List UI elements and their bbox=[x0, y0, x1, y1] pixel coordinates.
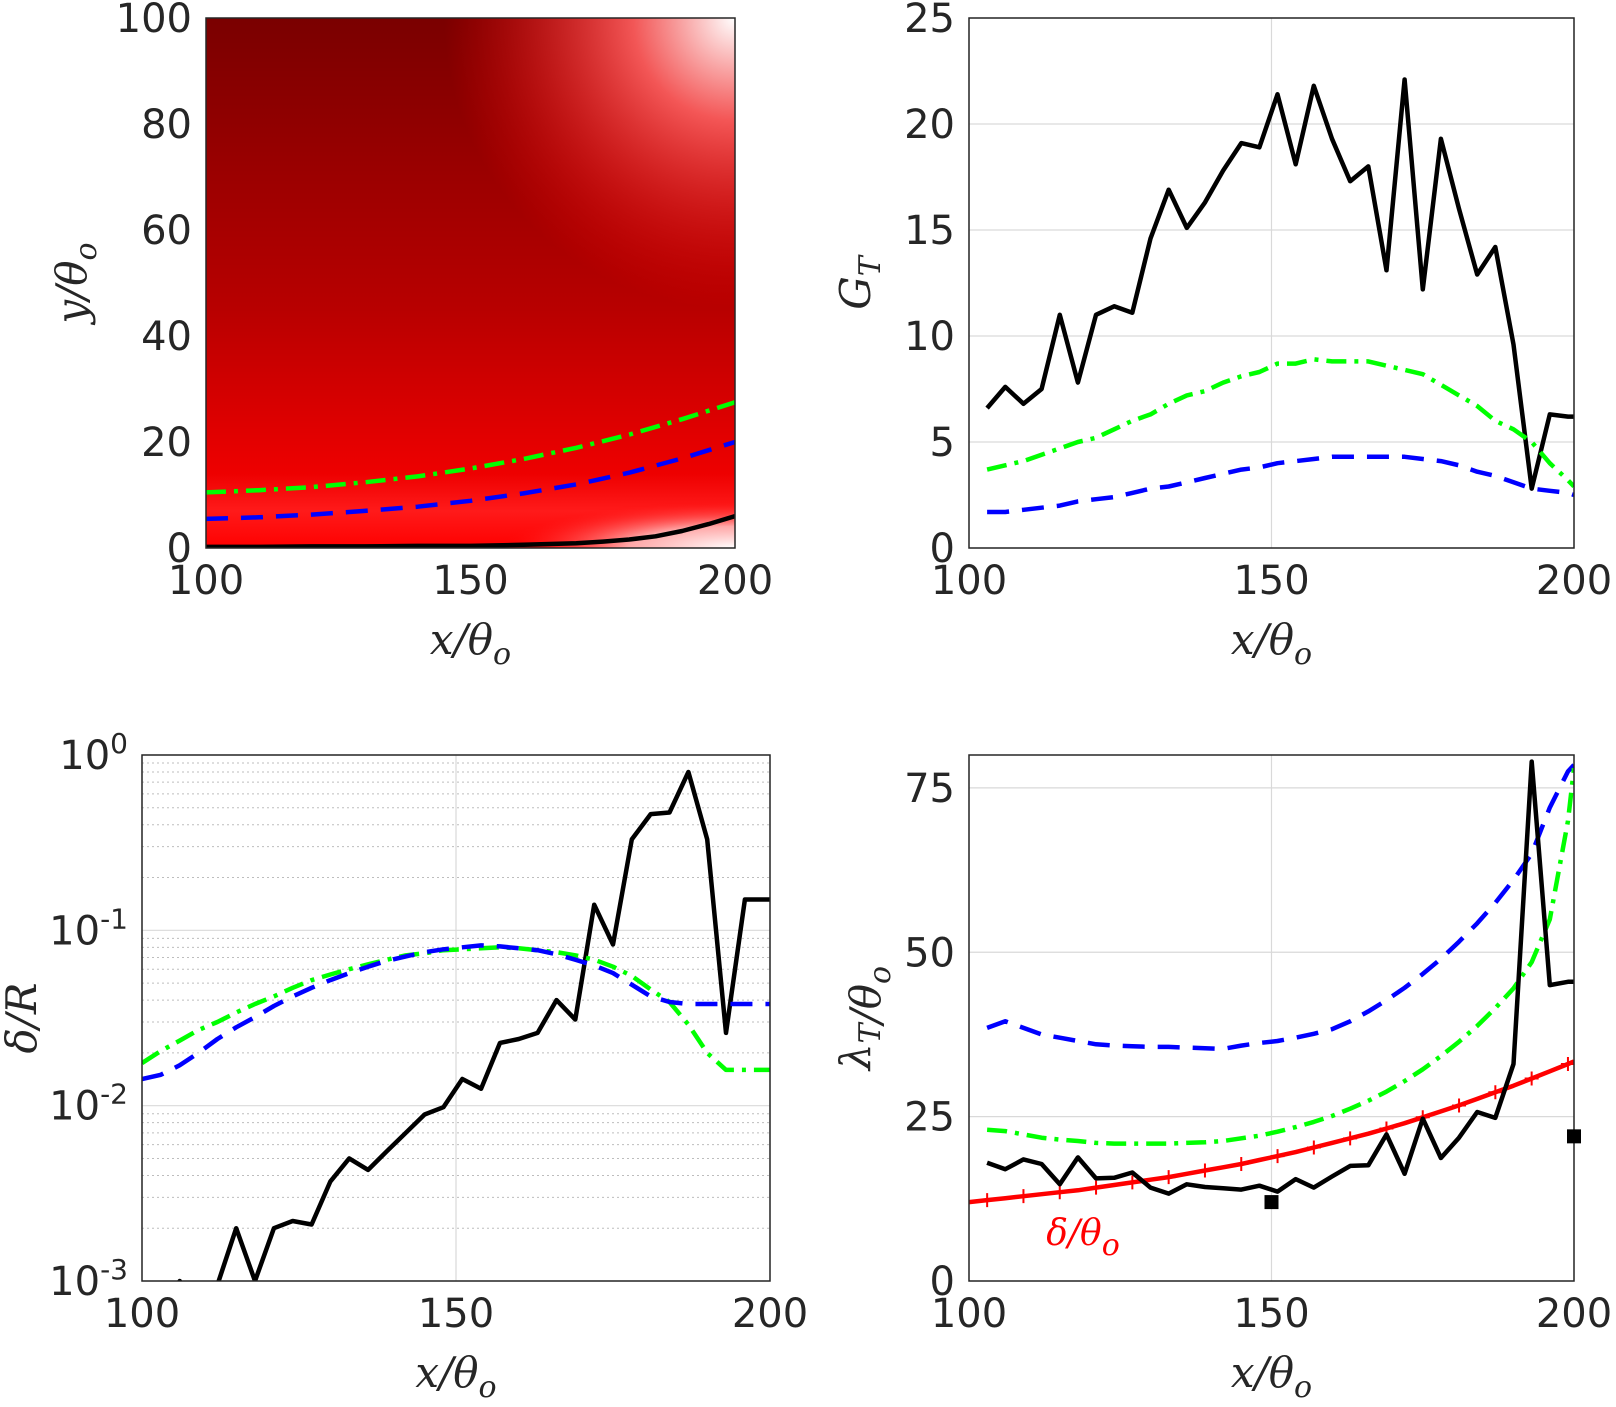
y-axis-label: y/θo bbox=[47, 242, 104, 325]
axes-box bbox=[968, 17, 1575, 549]
x-tick-label: 200 bbox=[732, 1291, 808, 1337]
series-line-2 bbox=[206, 400, 735, 495]
x-axis-label: x/θo bbox=[415, 1348, 496, 1405]
x-tick-label: 150 bbox=[432, 558, 508, 604]
y-tick-label: 25 bbox=[904, 1095, 955, 1141]
x-axis-label: x/θo bbox=[1231, 615, 1312, 672]
x-axis-label: x/θo bbox=[430, 615, 511, 672]
y-tick-label: 60 bbox=[141, 208, 192, 254]
x-tick-label: 150 bbox=[1233, 558, 1309, 604]
data-marker bbox=[1567, 1129, 1581, 1144]
x-tick-label: 150 bbox=[418, 1291, 494, 1337]
x-tick-label: 200 bbox=[1536, 558, 1612, 604]
y-tick-label: 10 bbox=[904, 314, 955, 360]
series-plus-marker bbox=[1343, 1131, 1358, 1146]
y-tick-label: 50 bbox=[904, 930, 955, 976]
y-tick-label: 0 bbox=[930, 1259, 955, 1305]
y-tick-label: 25 bbox=[904, 0, 955, 42]
x-tick-label: 100 bbox=[168, 558, 244, 604]
series-group bbox=[969, 759, 1574, 1208]
axes-box bbox=[205, 17, 736, 549]
series-line-1 bbox=[206, 439, 735, 522]
grid bbox=[968, 17, 1575, 549]
y-tick-label: 10-1 bbox=[49, 902, 128, 954]
series-line-0 bbox=[206, 514, 735, 548]
grid bbox=[141, 754, 771, 1282]
y-tick-label: 10-3 bbox=[49, 1253, 128, 1305]
y-axis-label: GT bbox=[831, 254, 888, 310]
axes-box bbox=[141, 754, 771, 1282]
series-line-1 bbox=[142, 945, 770, 1073]
y-axis-label: λT/θo bbox=[831, 966, 898, 1072]
y-tick-label: 0 bbox=[930, 526, 955, 572]
y-tick-label: 80 bbox=[141, 102, 192, 148]
y-tick-label: 20 bbox=[904, 102, 955, 148]
y-tick-label: 5 bbox=[930, 420, 955, 466]
series-line-0 bbox=[985, 77, 1574, 491]
x-axis-label: x/θo bbox=[1231, 1348, 1312, 1405]
series-group bbox=[206, 400, 735, 548]
series-line-1 bbox=[986, 357, 1574, 489]
series-plus-marker bbox=[1524, 1071, 1539, 1086]
series-plus-marker bbox=[1161, 1170, 1176, 1185]
panel-top-left: 100 150 200 0 20 40 60 80 100 x/θo y/θo bbox=[47, 0, 773, 672]
series-plus-marker bbox=[1452, 1098, 1467, 1113]
data-marker bbox=[1264, 1195, 1279, 1210]
x-tick-label: 200 bbox=[1536, 1291, 1612, 1337]
y-tick-label: 100 bbox=[116, 0, 192, 42]
series-plus-marker bbox=[1089, 1180, 1104, 1195]
series-line-0 bbox=[986, 763, 1574, 1052]
x-tick-label: 100 bbox=[931, 558, 1007, 604]
delta-annotation: δ/θo bbox=[1046, 1213, 1120, 1263]
series-line-0 bbox=[177, 769, 770, 1281]
series-plus-marker bbox=[1016, 1189, 1031, 1204]
x-tick-label: 100 bbox=[931, 1291, 1007, 1337]
series-plus-marker bbox=[1234, 1156, 1249, 1171]
heatmap-field-light-corner bbox=[206, 18, 735, 548]
y-tick-label: 100 bbox=[59, 727, 128, 779]
series-plus-marker bbox=[1270, 1149, 1285, 1164]
series-line-3 bbox=[986, 759, 1574, 1196]
series-plus-marker bbox=[980, 1193, 995, 1208]
y-tick-label: 20 bbox=[141, 420, 192, 466]
x-tick-label: 150 bbox=[1233, 1291, 1309, 1337]
series-plus-marker bbox=[1306, 1140, 1321, 1155]
panel-bottom-left: 100 150 200 10-3 10-2 10-1 100 x/θo δ/R bbox=[0, 727, 808, 1405]
y-tick-label: 0 bbox=[167, 526, 192, 572]
series-group bbox=[142, 769, 770, 1281]
panel-top-right: 100 150 200 0 5 10 15 20 25 x/θo GT bbox=[831, 0, 1612, 672]
series-plus-marker bbox=[1125, 1175, 1140, 1190]
series-line-2 bbox=[142, 943, 770, 1082]
y-tick-label: 15 bbox=[904, 208, 955, 254]
series-plus-marker bbox=[1052, 1185, 1067, 1200]
series-line-1 bbox=[986, 767, 1574, 1146]
series-plus-marker bbox=[1560, 1057, 1574, 1072]
series-plus-marker bbox=[1488, 1085, 1503, 1100]
y-tick-label: 75 bbox=[904, 766, 955, 812]
y-tick-label: 10-2 bbox=[49, 1078, 128, 1130]
y-axis-label: δ/R bbox=[0, 982, 46, 1053]
heatmap-near-wall-region bbox=[206, 442, 735, 548]
series-plus-marker bbox=[1197, 1163, 1212, 1178]
panel-bottom-right: 100 150 200 0 25 50 75 x/θo λT/θo δ/θo bbox=[831, 754, 1612, 1405]
x-tick-label: 200 bbox=[697, 558, 773, 604]
series-group bbox=[985, 77, 1574, 515]
x-tick-label: 100 bbox=[104, 1291, 180, 1337]
y-tick-label: 40 bbox=[141, 314, 192, 360]
series-line-2 bbox=[987, 454, 1574, 515]
axes-box bbox=[968, 754, 1575, 1282]
